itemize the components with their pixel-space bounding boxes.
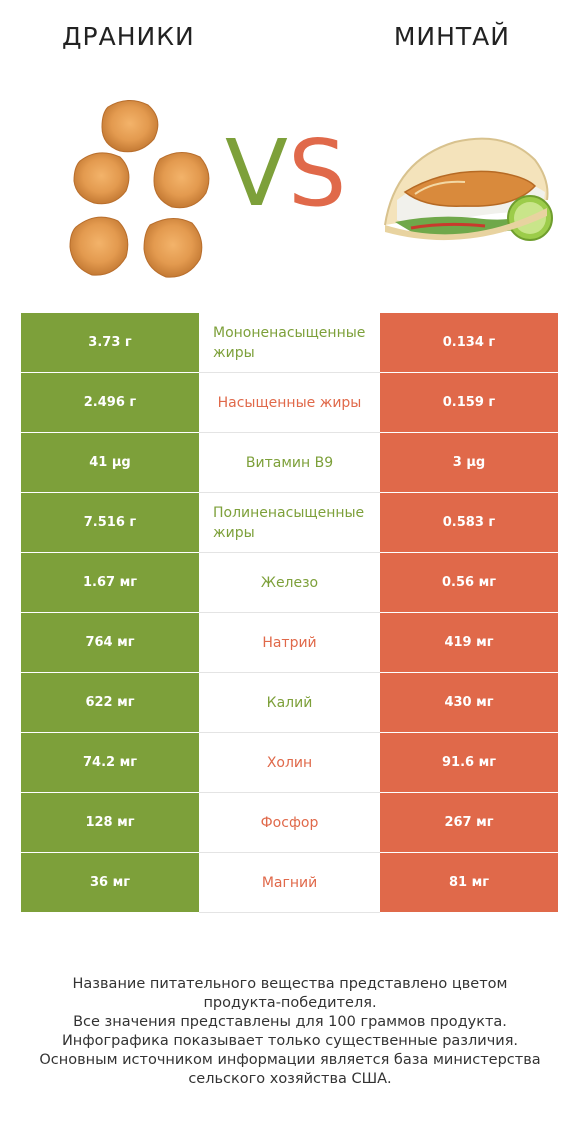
nutrient-name-cell: Натрий (199, 613, 380, 673)
nutrient-name-cell: Холин (199, 733, 380, 793)
footer-line: Основным источником информации является … (39, 1052, 541, 1068)
right-food-title: МИНТАЙ (393, 22, 510, 51)
left-value-cell: 622 мг (21, 673, 199, 733)
table-row: 622 мг Калий 430 мг (21, 673, 558, 733)
table-row: 3.73 г Мононенасыщенные жиры 0.134 г (21, 313, 558, 373)
left-value-cell: 41 µg (21, 433, 199, 493)
left-value-cell: 36 мг (21, 853, 199, 913)
pancake-5 (143, 218, 203, 278)
right-value-cell: 91.6 мг (380, 733, 558, 793)
draniki-image (69, 100, 210, 278)
right-value-cell: 0.56 мг (380, 553, 558, 613)
nutrient-name-cell: Магний (199, 853, 380, 913)
right-value-cell: 419 мг (380, 613, 558, 673)
footer-line: Инфографика показывает только существенн… (61, 1033, 519, 1049)
left-value-cell: 128 мг (21, 793, 199, 853)
footer-line: сельского хозяйства США. (188, 1071, 392, 1087)
pancake-2 (73, 152, 130, 205)
right-value-cell: 3 µg (380, 433, 558, 493)
nutrient-name-cell: Насыщенные жиры (199, 373, 380, 433)
table-row: 764 мг Натрий 419 мг (21, 613, 558, 673)
left-value-cell: 764 мг (21, 613, 199, 673)
nutrient-name-cell: Мононенасыщенные жиры (199, 313, 380, 373)
right-value-cell: 0.159 г (380, 373, 558, 433)
footer-notes: Название питательного вещества представл… (0, 975, 580, 1089)
nutrient-name-cell: Витамин B9 (199, 433, 380, 493)
table-row: 74.2 мг Холин 91.6 мг (21, 733, 558, 793)
table-row: 41 µg Витамин B9 3 µg (21, 433, 558, 493)
nutrient-name-cell: Калий (199, 673, 380, 733)
left-value-cell: 3.73 г (21, 313, 199, 373)
right-value-cell: 430 мг (380, 673, 558, 733)
left-value-cell: 74.2 мг (21, 733, 199, 793)
right-value-cell: 0.134 г (380, 313, 558, 373)
right-value-cell: 81 мг (380, 853, 558, 913)
table-row: 128 мг Фосфор 267 мг (21, 793, 558, 853)
left-value-cell: 1.67 мг (21, 553, 199, 613)
left-value-cell: 2.496 г (21, 373, 199, 433)
table-row: 7.516 г Полиненасыщенные жиры 0.583 г (21, 493, 558, 553)
right-value-cell: 267 мг (380, 793, 558, 853)
nutrient-name-cell: Фосфор (199, 793, 380, 853)
pancake-1 (101, 100, 159, 153)
left-food-title: ДРАНИКИ (62, 22, 195, 51)
vs-s-letter: S (287, 120, 347, 227)
footer-line: Все значения представлены для 100 граммо… (73, 1014, 507, 1030)
pancake-4 (69, 216, 129, 276)
table-row: 2.496 г Насыщенные жиры 0.159 г (21, 373, 558, 433)
nutrient-name-cell: Полиненасыщенные жиры (199, 493, 380, 553)
footer-line: Название питательного вещества представл… (72, 976, 508, 992)
footer-line: продукта-победителя. (203, 995, 377, 1011)
left-value-cell: 7.516 г (21, 493, 199, 553)
table-row: 36 мг Магний 81 мг (21, 853, 558, 913)
right-value-cell: 0.583 г (380, 493, 558, 553)
nutrient-name-cell: Железо (199, 553, 380, 613)
nutrient-comparison-table: 3.73 г Мононенасыщенные жиры 0.134 г 2.496 … (21, 313, 558, 913)
versus-label: VS (225, 128, 346, 220)
pancake-3 (153, 152, 210, 209)
vs-v-letter: V (225, 120, 288, 227)
pollock-taco-image (384, 137, 553, 241)
table-row: 1.67 мг Железо 0.56 мг (21, 553, 558, 613)
